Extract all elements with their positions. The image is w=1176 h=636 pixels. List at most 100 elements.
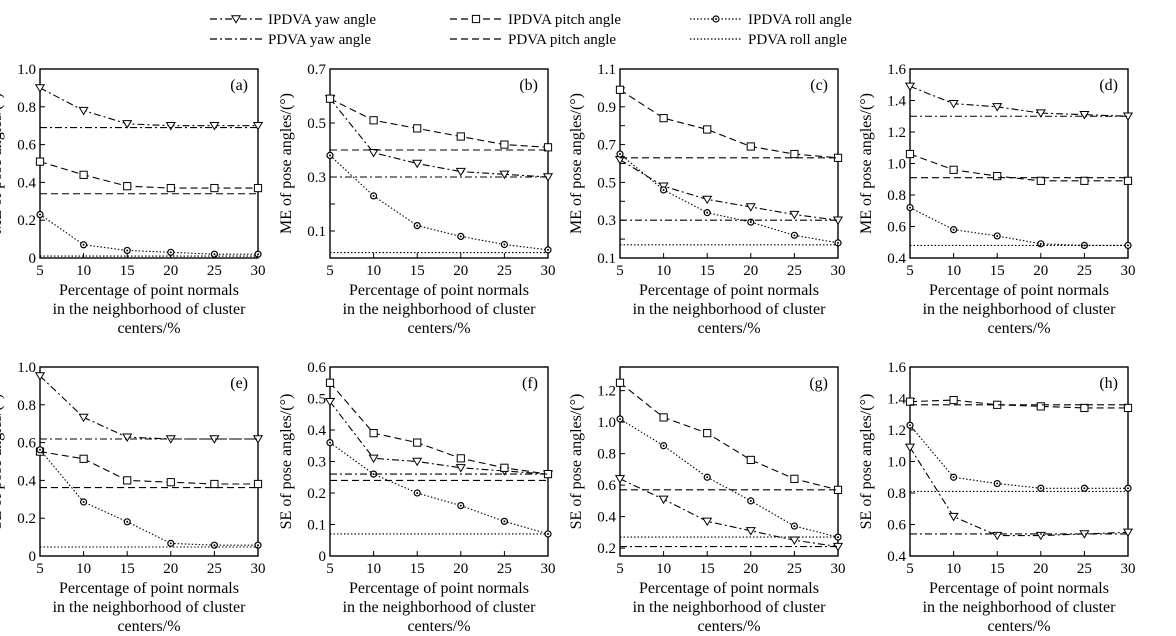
y-axis-label: ME of pose angles/(°) [0,93,5,234]
series-ipdva-yaw-angle [36,373,262,443]
data-point [993,532,1001,539]
y-tick-label: 0.8 [887,188,906,204]
data-point [413,458,421,465]
series-line [910,208,1128,246]
data-point [211,480,218,487]
legend-item-pdva-pitch-angle: PDVA pitch angle [450,32,616,48]
series-ipdva-roll-angle [907,205,1131,249]
data-point [791,475,798,482]
y-tick-label: 0.5 [307,392,326,408]
x-axis-label: in the neighborhood of cluster [923,301,1117,318]
y-tick-label: 0.3 [597,213,616,229]
data-point [80,455,87,462]
y-tick-label: 0 [319,549,327,565]
x-tick-label: 25 [497,263,512,279]
x-tick-label: 25 [787,263,802,279]
series-ipdva-roll-angle [37,212,261,258]
data-point-dot [257,544,259,546]
y-tick-label: 0.2 [307,486,326,502]
plot-frame [910,367,1128,556]
data-point [950,166,957,173]
y-tick-label: 1.0 [887,455,906,471]
y-tick-label: 1.2 [887,125,906,141]
data-point-dot [909,207,911,209]
legend-label: PDVA roll angle [748,32,847,48]
x-tick-label: 15 [700,263,715,279]
data-point [616,379,623,386]
data-point-dot [126,249,128,251]
x-tick-label: 20 [743,263,758,279]
y-tick-label: 0 [29,549,37,565]
data-point-dot [83,244,85,246]
data-point-dot [460,235,462,237]
legend-item-ipdva-yaw-angle: IPDVA yaw angle [210,12,376,28]
data-point-dot [126,521,128,523]
data-point [791,150,798,157]
panel-label: (a) [230,77,248,94]
data-point-dot [996,235,998,237]
panel-f: 5 10 15 20 25 3000.10.20.30.40.50.6(f)SE of p… [278,360,556,635]
plot-frame [40,69,258,258]
plot-frame [620,69,838,258]
data-point [1124,404,1131,411]
series-ipdva-yaw-angle [906,83,1132,120]
series-ipdva-roll-angle [617,151,841,246]
data-point [457,465,465,472]
x-axis-label: Percentage of point normals [929,580,1109,597]
data-point-dot [706,212,708,214]
x-tick-label: 25 [207,263,222,279]
y-tick-label: 0.8 [597,447,616,463]
data-point-dot [373,473,375,475]
y-tick-label: 1.0 [597,415,616,431]
y-tick-label: 0.6 [17,138,36,154]
data-point [1124,177,1131,184]
y-tick-label: 0.4 [597,510,616,526]
x-tick-label: 30 [831,263,846,279]
x-tick-label: 5 [326,561,334,577]
panel-h: 5 10 15 20 25 300.40.60.81.01.21.41.6(h)SE of… [858,360,1136,635]
legend-marker [232,16,240,23]
series-ipdva-pitch-angle [326,95,551,151]
x-axis-label: Percentage of point normals [929,282,1109,299]
data-point-dot [547,249,549,251]
legend-item-ipdva-roll-angle: IPDVA roll angle [690,12,852,28]
data-point-dot [170,542,172,544]
legend-label: IPDVA yaw angle [268,12,376,28]
series-line [40,450,258,545]
panels: 5 10 15 20 25 30 0 0.2 0.4 0.6 0.8 1.0 (a) ME of pose… [0,62,1136,635]
x-tick-label: 5 [906,561,914,577]
y-tick-label: 0 [29,251,37,267]
series-line [40,376,258,439]
x-tick-label: 20 [163,561,178,577]
data-point [36,158,43,165]
data-point-dot [373,195,375,197]
plot-frame [330,69,548,258]
series-line [330,99,548,148]
data-point [79,107,87,114]
data-point [79,414,87,421]
plot-frame [330,367,548,556]
series-line [620,154,838,243]
data-point-dot [909,424,911,426]
x-tick-label: 10 [76,561,91,577]
x-axis-label: Percentage of point normals [639,282,819,299]
data-point [790,211,798,218]
plot-frame [620,367,838,556]
data-point [413,160,421,167]
x-tick-label: 30 [541,561,556,577]
legend-item-pdva-roll-angle: PDVA roll angle [690,32,847,48]
data-point [167,479,174,486]
legend-marker [472,15,479,22]
y-axis-label: ME of pose angles/(°) [568,93,585,234]
data-point [254,480,261,487]
panel-g: 5 10 15 20 25 30 0.2 0.4 0.6 0.8 1.0 1.2 (g) SE of po… [568,367,846,635]
x-axis-label: centers/% [117,320,180,337]
series-line [620,160,838,220]
x-tick-label: 20 [163,263,178,279]
data-point [660,414,667,421]
x-tick-label: 10 [946,561,961,577]
y-tick-label: 0.4 [887,549,906,565]
data-point [790,537,798,544]
data-point [704,126,711,133]
x-axis-label: centers/% [697,320,760,337]
